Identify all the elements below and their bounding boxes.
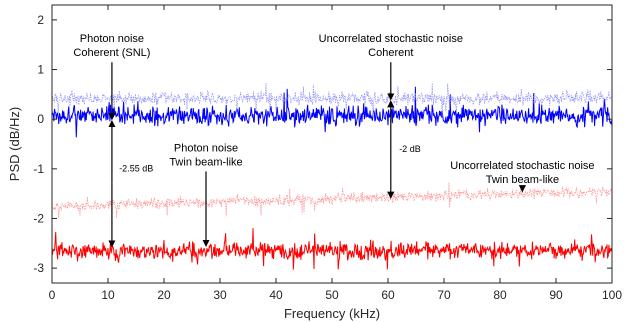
x-tick-label: 40: [269, 288, 283, 302]
annotation-label: Uncorrelated stochastic noise Coherent: [319, 33, 463, 59]
series-line-photon-noise-coherent: [51, 86, 613, 138]
x-axis-ticks: 0 10 20 30 40 50 60 70 80 90 100: [49, 5, 622, 302]
annotation-line: -2.55 dB: [119, 163, 153, 173]
annotation-label: Photon noise Twin beam-like: [169, 142, 242, 168]
series-line-uncorrelated-noise-coherent: [51, 82, 613, 118]
x-tick-label: 30: [213, 288, 227, 302]
x-tick-label: 50: [325, 288, 339, 302]
y-tick-label: 2: [37, 13, 44, 27]
series-layer: [51, 82, 613, 270]
x-tick-label: 80: [493, 288, 507, 302]
annotation-line: Photon noise: [174, 142, 238, 154]
annotation-label: Photon noise Coherent (SNL): [73, 33, 150, 59]
annotation-line: Coherent: [368, 47, 413, 59]
y-tick-label: 1: [37, 63, 44, 77]
x-tick-label: 60: [381, 288, 395, 302]
y-tick-label: -2: [33, 211, 44, 225]
annotation-line: Coherent (SNL): [73, 47, 150, 59]
annotation-line: Uncorrelated stochastic noise: [319, 33, 463, 45]
y-tick-label: -3: [33, 261, 44, 275]
gap-label: -2 dB: [399, 144, 421, 154]
y-axis-ticks: -3 -2 -1 0 1 2: [33, 13, 612, 275]
annotation-line: Twin beam-like: [486, 174, 559, 186]
x-tick-label: 90: [549, 288, 563, 302]
annotation-line: Twin beam-like: [169, 156, 242, 168]
annotation-line: Photon noise: [80, 33, 144, 45]
annotation-line: -2 dB: [399, 144, 421, 154]
arrow-layer: [108, 62, 527, 248]
series-line-photon-noise-twin-beam: [52, 228, 613, 270]
y-tick-label: 0: [37, 112, 44, 126]
annotation-line: Uncorrelated stochastic noise: [450, 160, 594, 172]
gap-label: -2.55 dB: [119, 163, 153, 173]
y-tick-label: -1: [33, 162, 44, 176]
annotation-label: Uncorrelated stochastic noise Twin beam-l…: [450, 160, 594, 186]
series-line-uncorrelated-noise-twin-beam: [51, 182, 613, 218]
x-tick-label: 70: [437, 288, 451, 302]
x-tick-label: 10: [101, 288, 115, 302]
annotation-layer: Photon noise Coherent (SNL) Uncorrelated s…: [73, 33, 594, 186]
x-tick-label: 100: [602, 288, 622, 302]
x-tick-label: 20: [157, 288, 171, 302]
y-axis-label: PSD (dB/Hz): [7, 107, 22, 181]
x-tick-label: 0: [49, 288, 56, 302]
x-axis-label: Frequency (kHz): [284, 306, 380, 321]
